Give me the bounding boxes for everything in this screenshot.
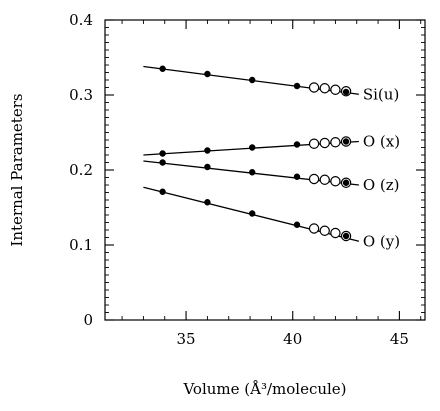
x-tick-label: 45: [390, 330, 409, 348]
series-label: O (y): [363, 232, 400, 250]
x-tick-label: 40: [283, 330, 302, 348]
filled-data-point: [293, 141, 301, 148]
open-data-point: [330, 227, 341, 239]
filled-data-point: [293, 173, 301, 180]
series-points: [159, 65, 352, 242]
filled-data-point: [204, 70, 211, 78]
filled-data-point: [204, 163, 211, 171]
filled-data-point: [159, 150, 166, 157]
x-tick-label: 35: [177, 330, 196, 348]
y-tick-label: 0.3: [69, 86, 93, 104]
plot-frame: [104, 19, 426, 321]
series-label: O (z): [363, 176, 400, 194]
filled-data-point: [159, 188, 166, 195]
filled-data-point: [159, 159, 166, 166]
open-data-point: [308, 173, 320, 185]
filled-data-point: [249, 76, 256, 84]
y-axis-label: Internal Parameters: [8, 93, 26, 246]
filled-data-point: [293, 82, 301, 90]
open-data-point: [319, 174, 330, 185]
open-data-point: [308, 82, 320, 93]
filled-data-point: [249, 169, 256, 176]
filled-data-point: [342, 179, 350, 186]
y-tick-label: 0.2: [69, 161, 93, 179]
filled-data-point: [249, 144, 256, 151]
open-data-point: [330, 137, 341, 148]
series-label: Si(u): [363, 85, 399, 103]
series-labels: Si(u) O (x) O (z) O (y): [363, 85, 400, 250]
filled-data-point: [204, 199, 211, 206]
open-data-point: [308, 138, 320, 149]
y-tick-label: 0: [83, 311, 93, 329]
filled-data-point: [204, 147, 211, 154]
open-data-point: [330, 176, 341, 187]
x-axis-label: Volume (Å³/molecule): [182, 380, 346, 398]
open-data-point: [319, 137, 330, 149]
filled-data-point: [293, 221, 301, 228]
y-tick-label: 0.1: [69, 236, 93, 254]
filled-data-point: [342, 138, 350, 145]
open-data-point: [319, 225, 330, 236]
open-data-point: [319, 83, 330, 94]
y-tick-label: 0.4: [69, 11, 93, 29]
open-data-point: [308, 223, 320, 234]
filled-data-point: [159, 65, 166, 72]
filled-data-point: [249, 210, 256, 217]
open-data-point: [330, 84, 341, 95]
series-label: O (x): [363, 133, 400, 151]
axes: 0 0.1 0.2 0.3 0.4 35 40 45: [69, 11, 425, 348]
filled-data-point: [342, 88, 350, 96]
filled-data-point: [342, 232, 350, 240]
